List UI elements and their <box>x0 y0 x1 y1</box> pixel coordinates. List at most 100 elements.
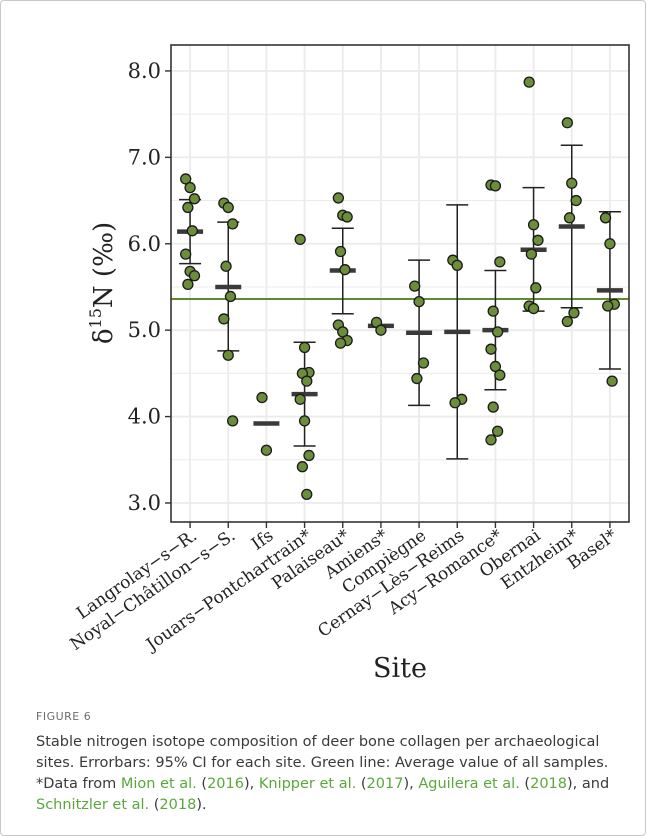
data-point <box>180 248 192 260</box>
caption-text: ( <box>149 797 160 813</box>
caption-citation[interactable]: Aguilera et al. <box>418 776 520 792</box>
data-point <box>525 248 538 260</box>
data-point <box>188 270 201 282</box>
caption-citation[interactable]: 2018 <box>159 797 197 813</box>
caption-text: ( <box>356 776 367 792</box>
site-group <box>253 391 280 456</box>
site-group <box>291 233 318 500</box>
data-point <box>220 260 232 272</box>
data-point <box>182 201 194 214</box>
data-point <box>411 372 423 385</box>
data-point <box>530 282 542 294</box>
site-group <box>406 259 433 407</box>
caption-citation[interactable]: Knipper et al. <box>258 776 357 792</box>
figure-label: FIGURE 6 <box>36 710 92 723</box>
data-point <box>256 391 268 404</box>
data-point <box>489 360 502 373</box>
plot-panel-border <box>170 44 630 523</box>
data-point <box>563 212 576 224</box>
x-axis-label: Site <box>373 653 427 684</box>
y-tick-label: 8.0 <box>128 59 161 83</box>
y-tick-label: 5.0 <box>128 318 161 342</box>
y-axis-label-sup: 15 <box>86 308 105 328</box>
caption-text: ( <box>196 776 208 792</box>
data-point <box>523 76 535 88</box>
data-point <box>602 300 614 312</box>
site-group <box>596 211 623 387</box>
data-point <box>218 313 230 325</box>
data-point <box>494 369 506 381</box>
data-point <box>606 375 618 387</box>
caption-citation[interactable]: 2016 <box>207 776 244 792</box>
data-point <box>566 177 578 189</box>
data-point <box>294 393 306 405</box>
data-point <box>334 245 347 258</box>
site-group <box>520 76 547 315</box>
data-point <box>489 180 502 192</box>
caption-citation[interactable]: 2017 <box>366 776 404 792</box>
caption-citation[interactable]: Schnitzler et al. <box>36 797 150 813</box>
data-point <box>303 449 315 462</box>
data-point <box>451 259 463 272</box>
caption-text: ), <box>243 776 259 792</box>
data-point <box>604 238 616 250</box>
site-group <box>215 197 242 427</box>
y-axis-label: δ15N (‰) <box>86 222 119 344</box>
data-point <box>491 326 504 338</box>
y-tick-label: 7.0 <box>128 145 161 169</box>
data-point <box>182 278 194 291</box>
data-layer <box>177 76 623 500</box>
data-point <box>186 225 198 237</box>
site-group <box>444 204 471 460</box>
y-tick-label: 6.0 <box>128 232 161 256</box>
caption-citation[interactable]: Mion et al. <box>120 776 197 792</box>
caption-text: ( <box>519 776 531 792</box>
figure-caption: Stable nitrogen isotope composition of d… <box>36 732 616 816</box>
site-group <box>177 173 204 291</box>
data-point <box>294 233 306 246</box>
data-point <box>532 234 544 246</box>
data-point <box>409 280 421 292</box>
data-point <box>568 307 580 319</box>
caption-citation[interactable]: 2018 <box>530 776 568 792</box>
data-point <box>449 397 461 409</box>
data-point <box>485 434 497 446</box>
data-point <box>332 192 345 204</box>
caption-text: ), and <box>567 776 610 792</box>
data-point <box>296 461 309 473</box>
data-point <box>485 343 497 355</box>
caption-text: Stable nitrogen isotope composition of d… <box>36 734 609 792</box>
data-point <box>298 341 311 354</box>
data-point <box>180 173 192 185</box>
data-point <box>301 375 313 387</box>
data-point <box>222 349 234 361</box>
data-point <box>339 264 351 276</box>
data-point <box>375 324 387 336</box>
data-point <box>301 488 313 500</box>
data-point <box>561 315 573 328</box>
grid-layer <box>171 45 629 522</box>
x-axis: Langrolay−s−R.Noyal−Châtillon−s−S. IfsJou… <box>67 522 621 656</box>
data-point <box>599 212 612 224</box>
site-group <box>482 179 509 446</box>
data-point <box>561 117 573 129</box>
caption-text: ). <box>196 797 207 813</box>
site-group <box>558 117 585 328</box>
data-point <box>337 326 349 338</box>
data-point <box>417 357 430 369</box>
data-point <box>226 415 239 427</box>
data-point <box>413 295 425 308</box>
y-axis: 3.0 4.0 5.0 6.0 7.0 8.0 <box>128 59 171 515</box>
data-point <box>527 302 540 315</box>
data-point <box>491 425 504 437</box>
data-point <box>527 219 540 231</box>
chart: 3.0 4.0 5.0 6.0 7.0 8.0 Langrolay−s−R.Noyal−C… <box>67 44 630 684</box>
y-tick-label: 3.0 <box>128 491 161 515</box>
y-axis-label-prefix: δ <box>89 328 119 344</box>
data-point <box>226 218 239 230</box>
data-point <box>494 256 506 268</box>
data-point <box>184 181 196 194</box>
caption-text: ), <box>403 776 419 792</box>
data-point <box>188 193 201 205</box>
